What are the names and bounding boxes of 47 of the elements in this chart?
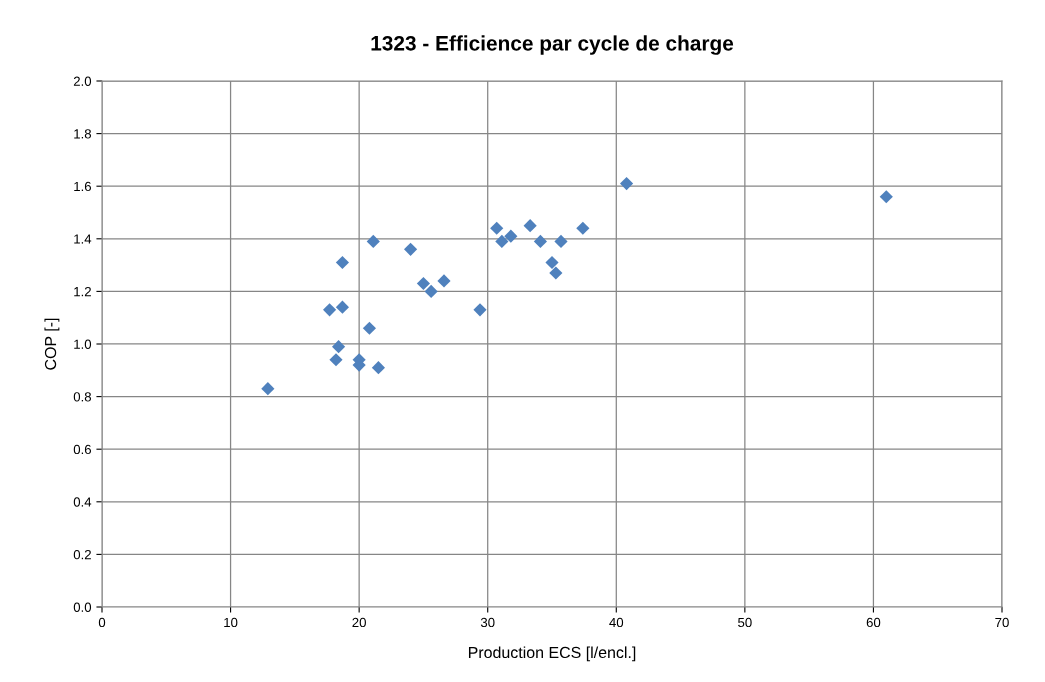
- point: [329, 353, 343, 367]
- point: [335, 255, 350, 270]
- point: [416, 276, 431, 291]
- point: [495, 234, 509, 249]
- point: [619, 176, 634, 191]
- x-tick-label: 50: [738, 617, 752, 628]
- point: [533, 234, 548, 249]
- x-tick-label: 10: [224, 617, 238, 628]
- point: [261, 382, 275, 396]
- point: [437, 274, 451, 288]
- point: [523, 219, 537, 233]
- y-axis-title: COP [-]: [44, 318, 60, 370]
- y-tick-label: 0.0: [73, 602, 92, 612]
- chart-title: 1323 - Efficience par cycle de charge: [371, 35, 734, 55]
- point: [331, 340, 346, 354]
- point: [576, 221, 590, 235]
- point: [504, 229, 518, 243]
- y-tick-label: 2.0: [73, 76, 92, 86]
- point: [490, 221, 504, 235]
- y-tick-label: 1.4: [74, 234, 92, 244]
- y-tick-label: 1.8: [74, 129, 92, 139]
- point: [879, 190, 893, 204]
- x-axis-title: Production ECS [l/encl.]: [468, 646, 636, 662]
- y-tick-label: 0.2: [73, 549, 91, 560]
- y-tick-label: 0.4: [73, 497, 92, 507]
- point: [366, 234, 380, 249]
- x-tick-label: 0: [98, 617, 106, 628]
- x-tick-label: 70: [995, 617, 1009, 628]
- x-tick-label: 60: [866, 617, 881, 628]
- y-tick-label: 0.8: [73, 392, 92, 402]
- x-tick-label: 30: [480, 617, 495, 628]
- y-tick-label: 0.6: [73, 444, 92, 455]
- point: [335, 300, 350, 314]
- x-tick-label: 20: [352, 617, 366, 628]
- y-tick-label: 1.0: [74, 339, 92, 349]
- y-tick-label: 1.2: [74, 286, 91, 297]
- point: [473, 303, 487, 317]
- point: [549, 266, 563, 280]
- point: [403, 242, 418, 256]
- y-tick-label: 1.6: [74, 181, 92, 192]
- point: [424, 284, 438, 298]
- point: [371, 361, 386, 375]
- point: [322, 303, 337, 317]
- point: [554, 234, 568, 249]
- point: [545, 255, 559, 270]
- point: [362, 321, 377, 335]
- x-tick-label: 40: [609, 617, 624, 628]
